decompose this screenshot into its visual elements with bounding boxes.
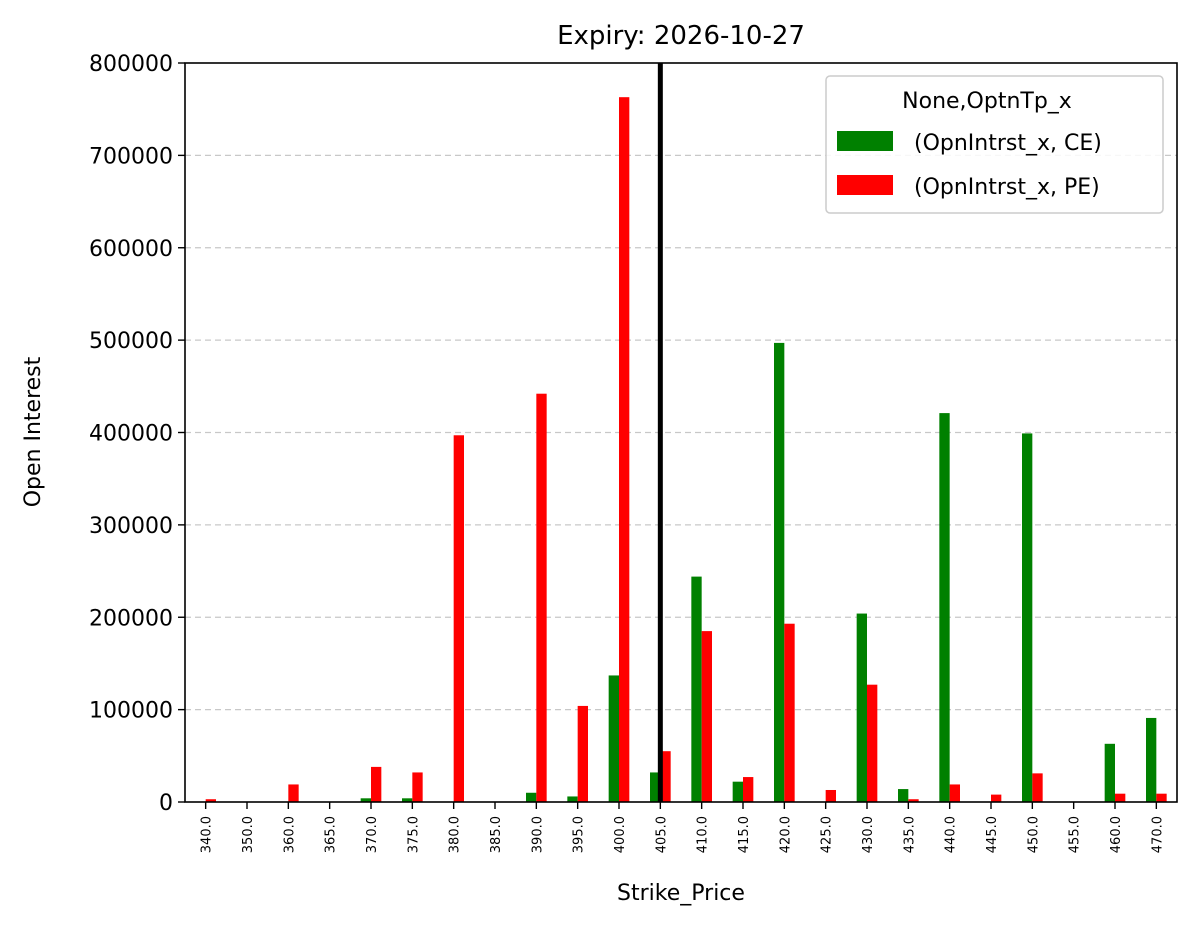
x-tick-label: 400.0 [613,816,628,853]
bar-pe [660,751,671,802]
y-tick-label: 200000 [89,606,173,631]
x-tick-label: 440.0 [944,816,959,853]
x-axis-label: Strike_Price [617,881,745,906]
bar-pe [949,784,960,802]
bar-ce [1022,433,1033,802]
bar-pe [908,799,919,802]
x-axis: 340.0 350.0 360.0 365.0 370.0 375.0 380.0 385.0… [200,802,1165,853]
x-tick-label: 455.0 [1068,816,1083,853]
x-tick-label: 425.0 [820,816,835,853]
x-tick-label: 340.0 [200,816,215,853]
x-tick-label: 460.0 [1109,816,1124,853]
bar-ce [1104,743,1115,802]
bar-pe [701,631,712,802]
y-tick-label: 300000 [89,514,173,539]
bar-ce [650,772,661,802]
bar-ce [691,576,702,802]
x-tick-label: 365.0 [324,816,339,853]
grid-lines [185,154,1177,711]
x-tick-label: 370.0 [365,816,380,853]
bar-ce [939,413,950,802]
bar-ce [898,789,909,802]
x-tick-label: 445.0 [985,816,1000,853]
bar-ce [402,798,413,802]
bar-pe [288,784,299,802]
bar-pe [991,794,1002,802]
legend: None,OptnTp_x (OpnIntrst_x, CE) (OpnIntr… [825,75,1164,214]
x-tick-label: 430.0 [861,816,876,853]
y-tick-label: 100000 [89,699,173,724]
x-tick-label: 420.0 [778,816,793,853]
x-tick-label: 410.0 [696,816,711,853]
y-tick-label: 500000 [89,329,173,354]
bar-pe [536,393,547,802]
bar-ce [856,613,867,802]
y-tick-label: 600000 [89,237,173,262]
bar-pe [453,435,464,802]
bars-group [205,97,1167,802]
legend-box [825,75,1164,214]
bar-pe [577,705,588,802]
bar-ce [732,781,743,802]
x-tick-label: 415.0 [737,816,752,853]
y-axis: 0 100000 200000 300000 400000 500000 600000 700… [89,52,185,816]
bar-ce [526,792,537,802]
y-tick-label: 700000 [89,144,173,169]
x-tick-label: 375.0 [406,816,421,853]
x-tick-label: 435.0 [902,816,917,853]
bar-pe [825,789,836,802]
x-tick-label: 360.0 [282,816,297,853]
x-tick-label: 405.0 [654,816,669,853]
plot-frame [184,62,1178,803]
bar-ce [774,342,785,802]
x-tick-label: 450.0 [1026,816,1041,853]
bar-pe [412,772,423,802]
legend-label-pe: (OpnIntrst_x, PE) [914,175,1100,200]
x-tick-label: 470.0 [1150,816,1165,853]
bar-pe [743,777,754,802]
bar-pe [371,766,382,802]
y-tick-label: 800000 [89,52,173,77]
bar-pe [1032,773,1043,802]
y-tick-label: 400000 [89,422,173,447]
bar-ce [567,796,578,802]
bar-pe [784,623,795,802]
legend-label-ce: (OpnIntrst_x, CE) [914,131,1102,156]
x-tick-label: 350.0 [241,816,256,853]
legend-swatch-pe [837,175,893,195]
x-tick-label: 395.0 [572,816,587,853]
bar-ce [1146,717,1157,802]
bar-pe [619,97,630,802]
x-tick-label: 390.0 [530,816,545,853]
bar-pe [1115,793,1126,802]
x-tick-label: 385.0 [489,816,504,853]
legend-swatch-ce [837,131,893,151]
chart-title: Expiry: 2026-10-27 [557,21,805,51]
bar-ce [360,798,371,802]
bar-pe [1156,793,1167,802]
bar-ce [608,675,619,802]
bar-pe [205,799,216,802]
legend-title: None,OptnTp_x [902,89,1072,114]
y-tick-label: 0 [159,791,173,816]
x-tick-label: 380.0 [448,816,463,853]
bar-pe [867,684,878,802]
y-axis-label: Open Interest [21,356,46,507]
